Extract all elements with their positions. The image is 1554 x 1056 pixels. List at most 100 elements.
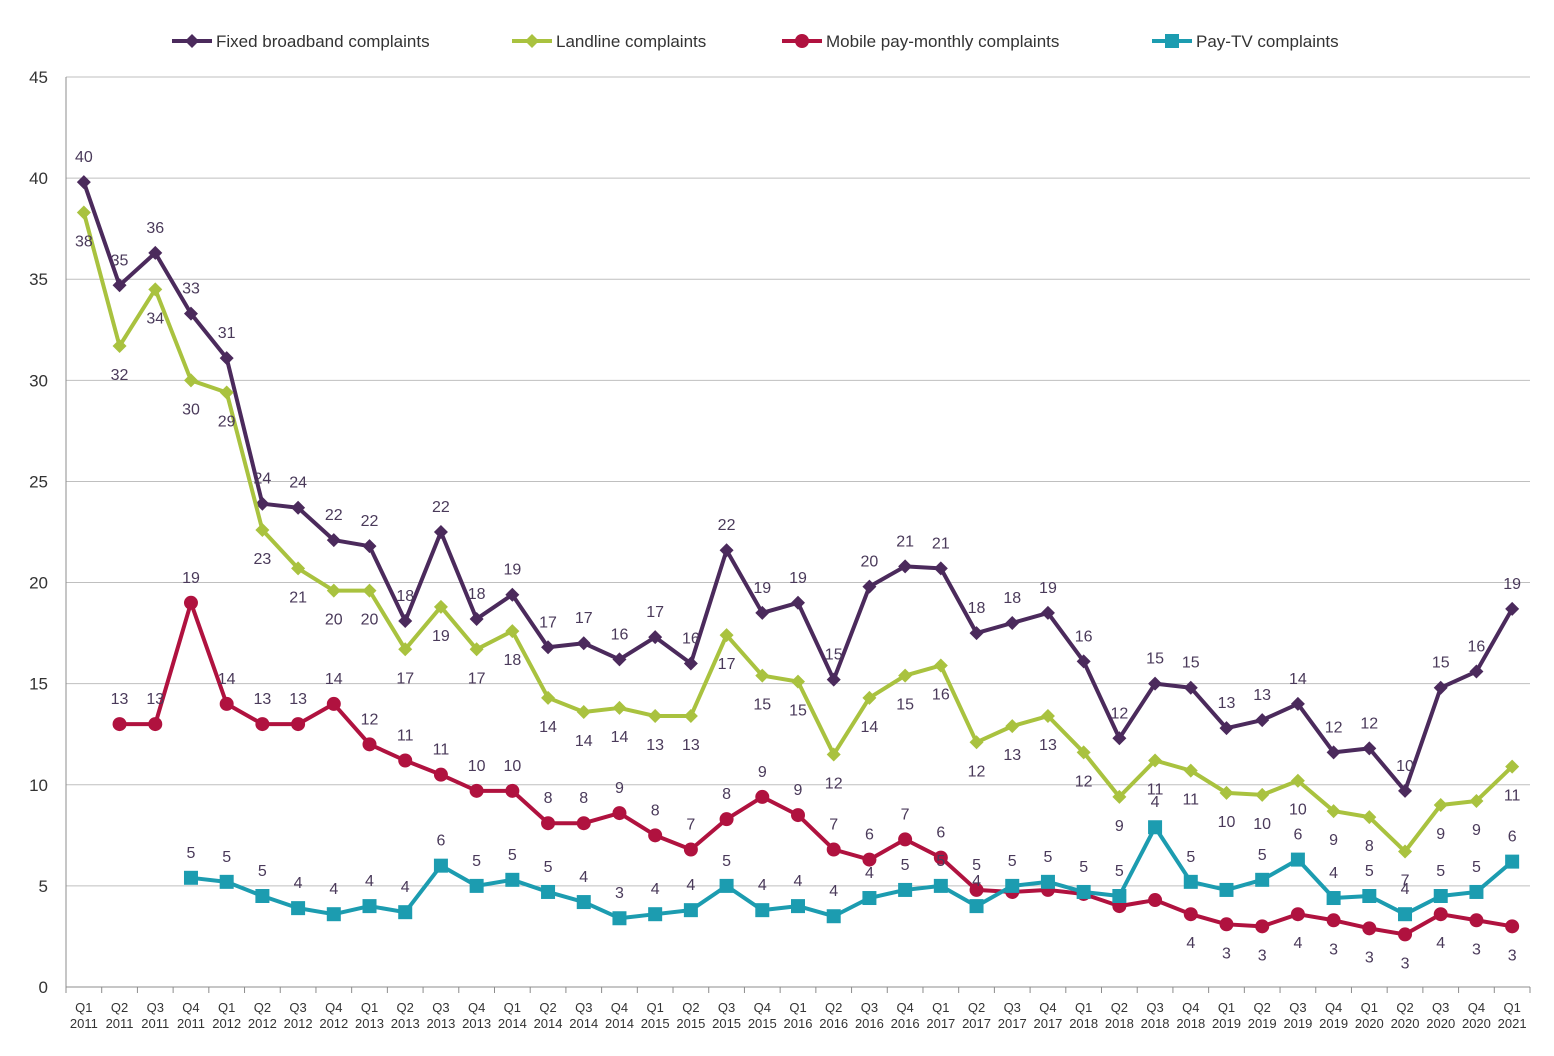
x-tick-label: Q1 2018 — [1069, 1000, 1098, 1031]
x-tick-label: Q4 2014 — [605, 1000, 634, 1031]
data-point-landline-complaints — [1469, 793, 1484, 808]
data-label-pay-tv-complaints: 4 — [579, 869, 588, 886]
data-point-landline-complaints — [398, 642, 413, 657]
data-label-fixed-broadband-complaints: 12 — [1325, 719, 1343, 736]
data-label-mobile-pay-monthly-complaints: 9 — [794, 782, 803, 799]
x-tick-quarter: Q2 — [682, 1000, 699, 1015]
data-label-mobile-pay-monthly-complaints: 3 — [1401, 955, 1410, 972]
data-point-mobile-pay-monthly-complaints — [219, 696, 234, 711]
x-tick-year: 2020 — [1462, 1016, 1491, 1031]
data-label-mobile-pay-monthly-complaints: 8 — [544, 790, 553, 807]
y-tick-label: 15 — [29, 675, 48, 694]
data-label-landline-complaints: 15 — [753, 697, 771, 714]
data-label-fixed-broadband-complaints: 24 — [253, 471, 271, 488]
data-label-fixed-broadband-complaints: 20 — [861, 554, 879, 571]
data-point-mobile-pay-monthly-complaints — [1505, 919, 1520, 934]
data-point-pay-tv-complaints — [255, 889, 270, 903]
data-label-fixed-broadband-complaints: 13 — [1253, 687, 1271, 704]
data-label-pay-tv-complaints: 4 — [651, 881, 660, 898]
data-point-fixed-broadband-complaints — [1398, 783, 1413, 798]
data-label-mobile-pay-monthly-complaints: 3 — [1508, 947, 1517, 964]
x-tick-label: Q1 2012 — [212, 1000, 241, 1031]
data-label-landline-complaints: 14 — [611, 729, 629, 746]
x-tick-year: 2013 — [462, 1016, 491, 1031]
data-point-mobile-pay-monthly-complaints — [576, 816, 591, 831]
data-point-fixed-broadband-complaints — [719, 543, 734, 558]
data-label-mobile-pay-monthly-complaints: 9 — [758, 764, 767, 781]
data-label-mobile-pay-monthly-complaints: 11 — [397, 728, 414, 745]
data-label-pay-tv-complaints: 5 — [508, 847, 517, 864]
y-tick-label: 5 — [39, 877, 48, 896]
x-tick-year: 2014 — [605, 1016, 634, 1031]
data-label-pay-tv-complaints: 6 — [436, 833, 445, 850]
data-label-pay-tv-complaints: 5 — [1115, 863, 1124, 880]
y-tick-label: 25 — [29, 472, 48, 491]
x-tick-year: 2019 — [1248, 1016, 1277, 1031]
y-tick-label: 20 — [29, 574, 48, 593]
data-label-pay-tv-complaints: 5 — [1258, 847, 1267, 864]
x-tick-label: Q2 2017 — [962, 1000, 991, 1031]
x-tick-quarter: Q4 — [1039, 1000, 1056, 1015]
x-tick-year: 2014 — [569, 1016, 598, 1031]
x-tick-year: 2011 — [106, 1016, 134, 1031]
data-point-landline-complaints — [612, 700, 627, 715]
data-label-landline-complaints: 9 — [1472, 822, 1481, 839]
data-point-fixed-broadband-complaints — [862, 579, 877, 594]
data-point-fixed-broadband-complaints — [683, 656, 698, 671]
data-label-mobile-pay-monthly-complaints: 8 — [651, 802, 660, 819]
data-label-mobile-pay-monthly-complaints: 3 — [1258, 947, 1267, 964]
legend-label: Landline complaints — [556, 32, 706, 51]
data-label-fixed-broadband-complaints: 18 — [968, 600, 986, 617]
data-point-pay-tv-complaints — [326, 907, 341, 922]
data-point-mobile-pay-monthly-complaints — [433, 767, 448, 782]
x-tick-quarter: Q1 — [1218, 1000, 1235, 1015]
data-point-landline-complaints — [1183, 763, 1198, 778]
data-point-mobile-pay-monthly-complaints — [1326, 913, 1341, 928]
data-point-landline-complaints — [1112, 789, 1127, 804]
data-point-pay-tv-complaints — [1505, 854, 1520, 869]
data-label-landline-complaints: 7 — [1401, 873, 1410, 890]
x-tick-quarter: Q4 — [754, 1000, 771, 1015]
x-tick-year: 2017 — [926, 1016, 955, 1031]
data-label-fixed-broadband-complaints: 15 — [1432, 655, 1450, 672]
series-pay-tv-complaints — [183, 820, 1520, 926]
data-label-pay-tv-complaints: 5 — [258, 863, 267, 880]
data-label-landline-complaints: 12 — [1075, 773, 1093, 790]
data-label-landline-complaints: 13 — [646, 737, 664, 754]
x-tick-quarter: Q4 — [182, 1000, 199, 1015]
data-point-fixed-broadband-complaints — [148, 245, 163, 260]
x-tick-year: 2015 — [712, 1016, 741, 1031]
data-label-landline-complaints: 9 — [1115, 818, 1124, 835]
data-point-fixed-broadband-complaints — [791, 595, 805, 610]
data-label-landline-complaints: 17 — [718, 656, 736, 673]
data-label-mobile-pay-monthly-complaints: 7 — [829, 816, 838, 833]
data-label-fixed-broadband-complaints: 16 — [682, 630, 700, 647]
data-point-landline-complaints — [755, 668, 770, 683]
x-tick-quarter: Q4 — [611, 1000, 628, 1015]
data-point-landline-complaints — [862, 690, 877, 705]
x-tick-label: Q4 2018 — [1176, 1000, 1205, 1031]
data-label-fixed-broadband-complaints: 21 — [896, 533, 914, 550]
data-label-fixed-broadband-complaints: 19 — [1503, 576, 1521, 593]
x-tick-year: 2021 — [1498, 1016, 1527, 1031]
x-tick-year: 2012 — [284, 1016, 313, 1031]
data-label-pay-tv-complaints: 4 — [1401, 881, 1410, 898]
data-label-fixed-broadband-complaints: 19 — [789, 570, 807, 587]
data-point-fixed-broadband-complaints — [398, 613, 413, 628]
x-tick-year: 2019 — [1319, 1016, 1348, 1031]
data-point-pay-tv-complaints — [1433, 889, 1448, 903]
legend-swatch-marker — [185, 34, 199, 48]
data-point-mobile-pay-monthly-complaints — [1290, 907, 1305, 922]
x-tick-label: Q2 2011 — [106, 1000, 134, 1031]
legend-swatch-marker — [795, 34, 809, 48]
data-point-fixed-broadband-complaints — [1183, 680, 1198, 695]
data-label-landline-complaints: 9 — [1436, 826, 1445, 843]
x-tick-label: Q3 2020 — [1426, 1000, 1455, 1031]
data-point-pay-tv-complaints — [898, 882, 913, 897]
data-label-mobile-pay-monthly-complaints: 8 — [579, 790, 588, 807]
data-label-mobile-pay-monthly-complaints: 13 — [253, 691, 271, 708]
data-label-mobile-pay-monthly-complaints: 3 — [1365, 949, 1374, 966]
x-tick-quarter: Q3 — [861, 1000, 878, 1015]
data-point-landline-complaints — [1076, 745, 1091, 760]
